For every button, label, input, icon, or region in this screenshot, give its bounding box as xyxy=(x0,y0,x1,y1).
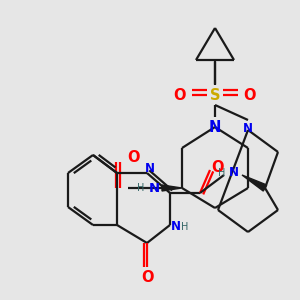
Polygon shape xyxy=(242,175,267,191)
Text: O: O xyxy=(141,269,153,284)
Text: O: O xyxy=(244,88,256,103)
Text: O: O xyxy=(174,88,186,103)
Text: O: O xyxy=(212,160,224,175)
Text: O: O xyxy=(128,151,140,166)
Polygon shape xyxy=(162,185,182,191)
Text: N: N xyxy=(145,163,155,176)
Text: H: H xyxy=(218,168,226,178)
Text: N: N xyxy=(171,220,181,233)
Text: H: H xyxy=(181,222,189,232)
Text: H: H xyxy=(136,183,144,193)
Text: N: N xyxy=(209,119,221,134)
Text: S: S xyxy=(210,88,220,103)
Text: N: N xyxy=(229,167,239,179)
Text: N: N xyxy=(148,182,160,194)
Text: N: N xyxy=(243,122,253,134)
